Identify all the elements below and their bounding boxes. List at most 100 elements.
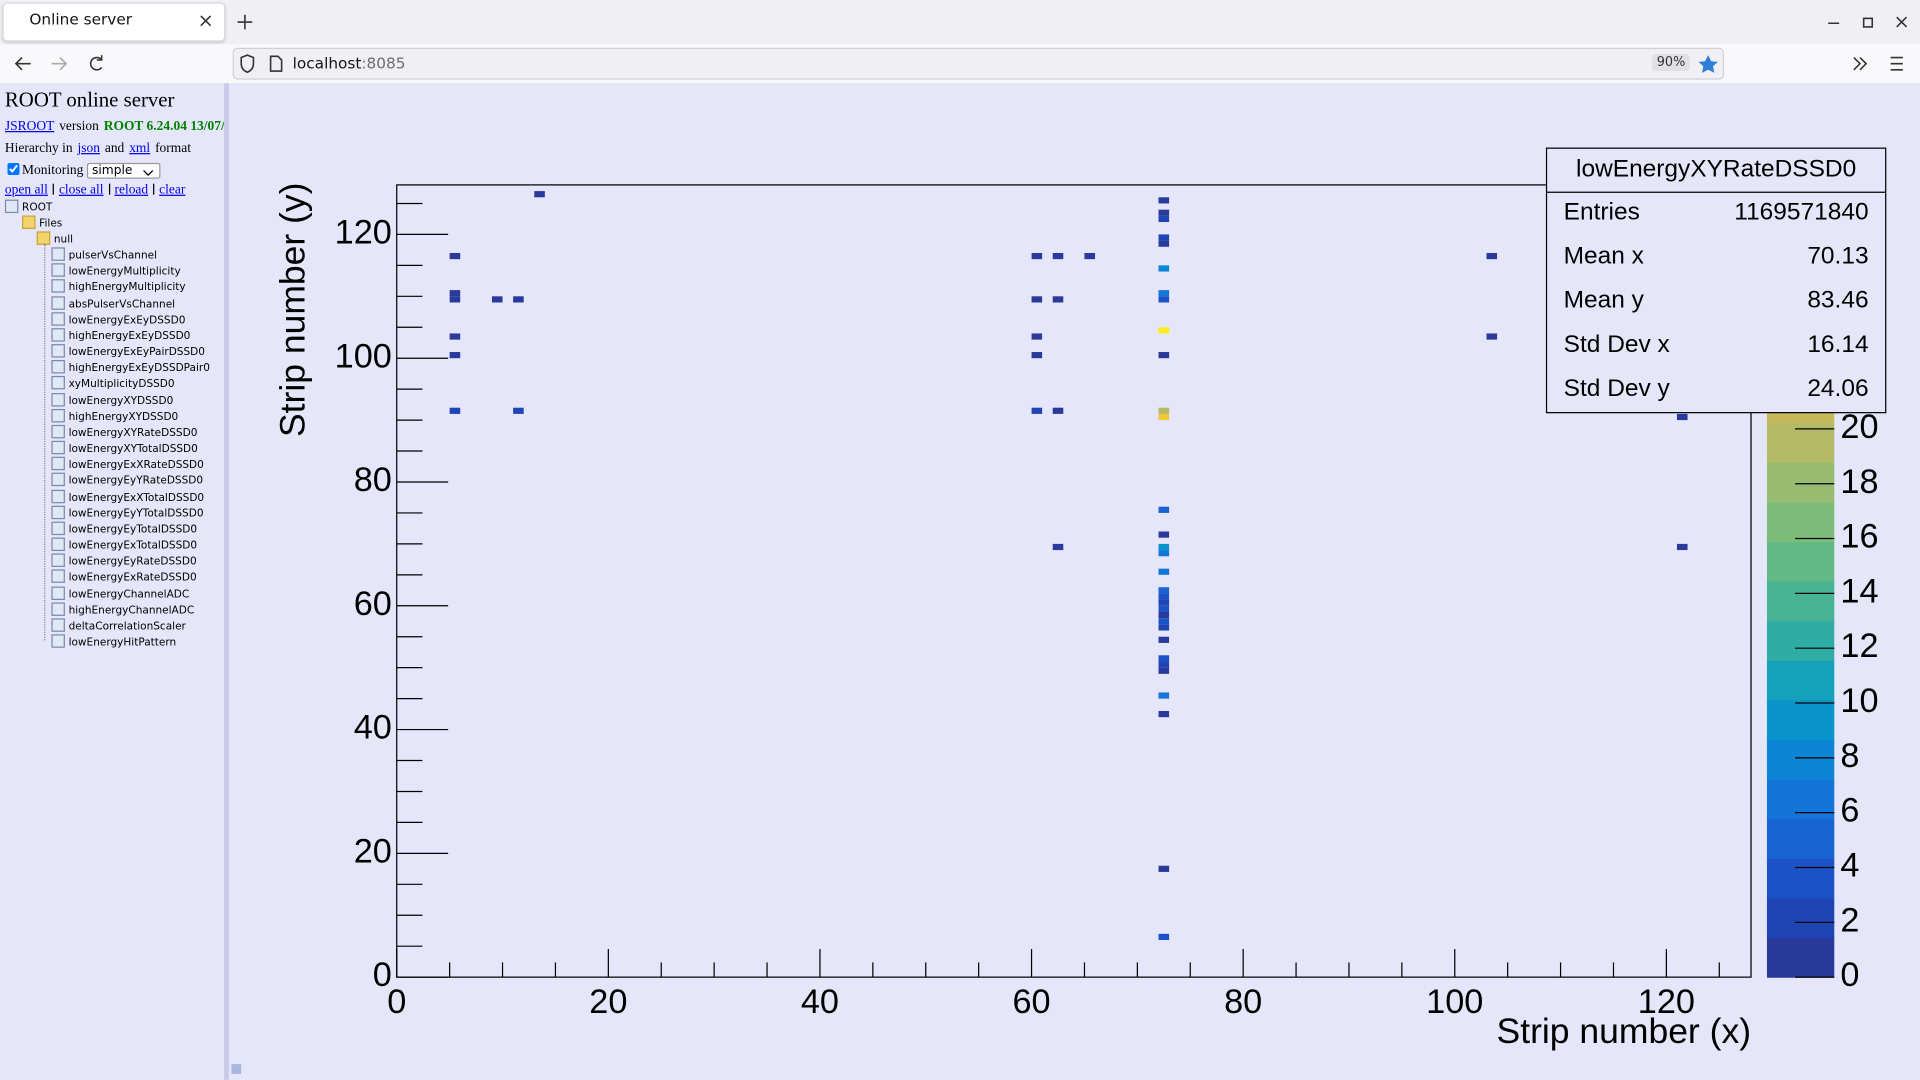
tree-label[interactable]: lowEnergyXYDSSD0: [68, 394, 174, 408]
url[interactable]: localhost:8085: [293, 54, 406, 72]
tree-row[interactable]: lowEnergyHitPattern: [51, 634, 176, 649]
json-link[interactable]: json: [77, 140, 100, 156]
url-port[interactable]: :8085: [361, 53, 406, 73]
maximize[interactable]: [1862, 17, 1874, 28]
tree-label[interactable]: lowEnergyEyYRateDSSD0: [68, 475, 204, 488]
tree-row[interactable]: highEnergyChannelADC: [51, 602, 194, 617]
jsroot-link[interactable]: JSROOT: [4, 118, 55, 134]
tree-row[interactable]: ROOT: [4, 199, 53, 215]
cell: [513, 407, 524, 414]
tree-label[interactable]: lowEnergyExEyPairDSSD0: [68, 346, 205, 359]
tree-row[interactable]: null: [36, 231, 74, 247]
tree-label[interactable]: null: [53, 233, 74, 247]
tree-row[interactable]: lowEnergyXYRateDSSD0: [51, 424, 198, 440]
histogram-icon: [51, 505, 65, 519]
zoom-level[interactable]: 90%: [1651, 53, 1691, 72]
palette-band: [1766, 937, 1835, 978]
tree-row[interactable]: pulserVsChannel: [51, 247, 157, 262]
tree-label[interactable]: lowEnergyHitPattern: [68, 636, 177, 650]
url-host[interactable]: localhost: [292, 53, 362, 73]
tree-row[interactable]: lowEnergyEyYRateDSSD0: [51, 473, 203, 488]
tab[interactable]: [2, 2, 226, 42]
tree-label[interactable]: absPulserVsChannel: [68, 298, 176, 311]
tree-label[interactable]: lowEnergyEyTotalDSSD0: [68, 523, 198, 537]
tree-row[interactable]: lowEnergyEyRateDSSD0: [51, 553, 197, 569]
resize-handle[interactable]: [231, 1064, 242, 1074]
xml-link[interactable]: xml: [129, 140, 151, 156]
histogram-icon: [51, 279, 65, 294]
tree-row[interactable]: lowEnergyXYDSSD0: [51, 392, 173, 407]
action-link[interactable]: clear: [159, 182, 186, 198]
reload[interactable]: [89, 55, 103, 71]
cell: [1158, 543, 1170, 551]
cell: [1158, 352, 1170, 359]
tree-row[interactable]: xyMultiplicityDSSD0: [51, 376, 175, 392]
tree-label[interactable]: lowEnergyEyRateDSSD0: [68, 556, 197, 569]
tree-label[interactable]: pulserVsChannel: [68, 249, 158, 263]
histogram-icon: [51, 634, 65, 648]
tree-label[interactable]: lowEnergyExXRateDSSD0: [68, 459, 204, 472]
action-link[interactable]: reload: [114, 182, 149, 198]
tree-label[interactable]: highEnergyXYDSSD0: [68, 411, 179, 424]
cell: [1158, 531, 1170, 538]
tree-row[interactable]: lowEnergyEyTotalDSSD0: [51, 521, 197, 536]
app-menu[interactable]: [1890, 56, 1903, 71]
tree-row[interactable]: highEnergyExEyDSSD0: [51, 327, 191, 343]
cell: [1084, 252, 1096, 260]
tree-row[interactable]: lowEnergyMultiplicity: [51, 263, 181, 279]
tree-row[interactable]: highEnergyExEyDSSDPair0: [51, 360, 210, 375]
tree-label[interactable]: highEnergyExEyDSSDPair0: [68, 362, 210, 375]
tree-label[interactable]: deltaCorrelationScaler: [68, 620, 186, 633]
tree-label[interactable]: lowEnergyExXTotalDSSD0: [68, 491, 205, 504]
tree-label[interactable]: lowEnergyExEyDSSD0: [68, 314, 186, 327]
overflow-menu[interactable]: [1853, 56, 1868, 71]
tree-row[interactable]: absPulserVsChannel: [51, 295, 176, 311]
tree-label[interactable]: highEnergyChannelADC: [68, 604, 195, 617]
bookmark-star[interactable]: [1698, 55, 1718, 73]
action-link[interactable]: open all: [4, 182, 48, 198]
new-tab[interactable]: [237, 14, 253, 30]
tree-row[interactable]: lowEnergyExTotalDSSD0: [51, 537, 198, 553]
cell: [1052, 407, 1064, 414]
tree-row[interactable]: lowEnergyEyYTotalDSSD0: [51, 505, 204, 521]
tree-label[interactable]: ROOT: [22, 202, 53, 215]
url-bar[interactable]: [232, 47, 1725, 80]
tree-row[interactable]: lowEnergyExEyDSSD0: [51, 311, 186, 327]
tree-row[interactable]: lowEnergyExXTotalDSSD0: [51, 489, 204, 504]
tree-row[interactable]: lowEnergyChannelADC: [51, 585, 190, 601]
tree-label[interactable]: Files: [39, 217, 63, 231]
monitoring-select[interactable]: simple: [87, 162, 161, 179]
tree-row[interactable]: lowEnergyXYTotalDSSD0: [51, 440, 198, 456]
tree-row[interactable]: lowEnergyExXRateDSSD0: [51, 456, 204, 472]
palette-band: [1766, 541, 1835, 582]
tree-label[interactable]: lowEnergyExTotalDSSD0: [68, 540, 198, 553]
back[interactable]: [14, 56, 31, 71]
site-info[interactable]: [240, 54, 255, 74]
tree-row[interactable]: lowEnergyExEyPairDSSD0: [51, 344, 205, 359]
x-tick-label: 100: [1426, 983, 1483, 1021]
tab-title[interactable]: Online server: [29, 9, 133, 29]
close-tab[interactable]: [200, 15, 212, 27]
tree-row[interactable]: highEnergyMultiplicity: [51, 279, 186, 295]
tree-label[interactable]: lowEnergyChannelADC: [68, 588, 190, 601]
tree-row[interactable]: highEnergyXYDSSD0: [51, 408, 179, 424]
monitoring-mode[interactable]: simple: [91, 164, 133, 178]
cell: [1676, 543, 1688, 551]
tree-label[interactable]: lowEnergyMultiplicity: [68, 265, 181, 279]
tree-label[interactable]: lowEnergyEyYTotalDSSD0: [68, 507, 204, 521]
monitoring-checkbox[interactable]: [7, 162, 20, 176]
close-window[interactable]: [1896, 16, 1908, 28]
tree-label[interactable]: lowEnergyXYRateDSSD0: [68, 427, 198, 440]
splitter[interactable]: [224, 83, 229, 1080]
palette-band: [1766, 581, 1835, 622]
cell: [1158, 624, 1170, 631]
tree-label[interactable]: xyMultiplicityDSSD0: [68, 378, 175, 392]
tree-label[interactable]: lowEnergyXYTotalDSSD0: [68, 443, 198, 456]
action-link[interactable]: close all: [58, 182, 104, 198]
tree-row[interactable]: Files: [22, 215, 63, 231]
tree-label[interactable]: highEnergyMultiplicity: [68, 282, 186, 295]
tree-row[interactable]: lowEnergyExRateDSSD0: [51, 569, 197, 585]
tree-label[interactable]: highEnergyExEyDSSD0: [68, 330, 191, 343]
tree-label[interactable]: lowEnergyExRateDSSD0: [68, 572, 197, 585]
tree-row[interactable]: deltaCorrelationScaler: [51, 618, 186, 633]
